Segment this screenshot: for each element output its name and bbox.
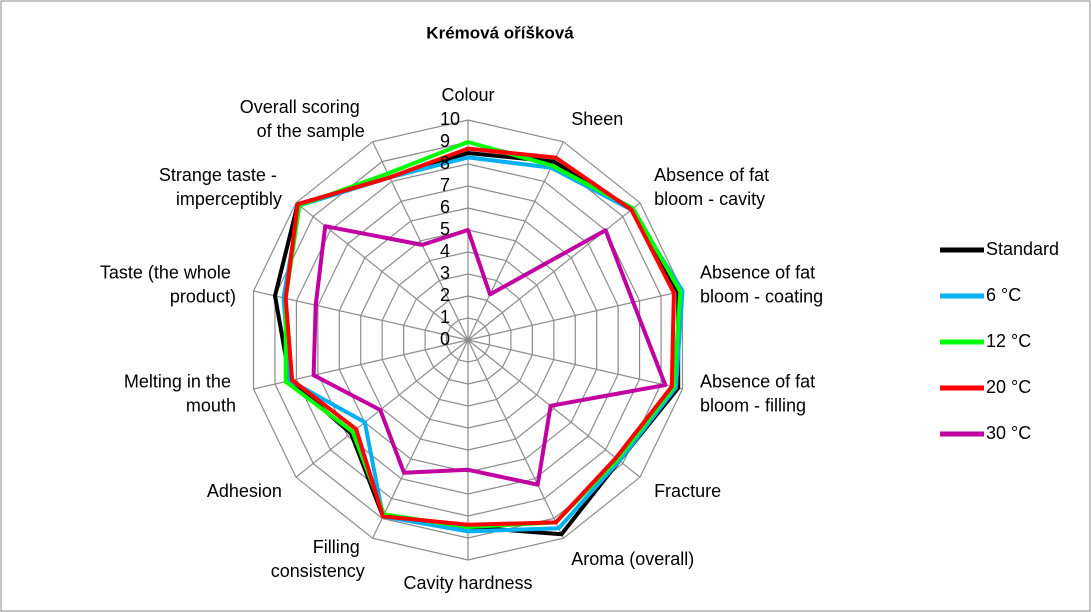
category-label: Strange taste - imperceptibly [159, 165, 282, 209]
legend-label: Standard [986, 239, 1059, 259]
category-label: Colour [441, 85, 494, 105]
category-label: Absence of fat bloom - coating [700, 262, 823, 306]
spoke [467, 339, 564, 539]
legend-label: 20 °C [986, 377, 1031, 397]
spoke [295, 339, 469, 478]
chart-title: Krémová oříšková [426, 23, 574, 42]
spoke [467, 202, 641, 341]
r-tick-label: 3 [440, 263, 450, 283]
legend-label: 6 °C [986, 285, 1021, 305]
category-label: Taste (the whole product) [100, 262, 236, 306]
category-label: Cavity hardness [403, 573, 532, 593]
category-label: Absence of fat bloom - filling [700, 371, 820, 415]
category-label: Absence of fat bloom - cavity [654, 165, 774, 209]
series-line [283, 146, 676, 527]
spoke [467, 290, 683, 341]
r-tick-label: 4 [440, 241, 450, 261]
spoke [467, 339, 683, 390]
spoke [372, 339, 469, 539]
r-tick-label: 0 [440, 329, 450, 349]
spoke [467, 339, 641, 478]
r-tick-label: 8 [440, 153, 450, 173]
r-tick-label: 1 [440, 307, 450, 327]
legend-label: 30 °C [986, 423, 1031, 443]
category-label: Melting in the mouth [124, 371, 236, 415]
r-tick-label: 2 [440, 285, 450, 305]
category-label: Fracture [654, 481, 721, 501]
category-label: Aroma (overall) [571, 549, 694, 569]
r-tick-label: 9 [440, 131, 450, 151]
category-label: Overall scoring of the sample [240, 97, 365, 141]
spoke [467, 141, 564, 341]
spoke [253, 290, 469, 341]
category-label: Filling consistency [271, 537, 365, 581]
legend-label: 12 °C [986, 331, 1031, 351]
r-tick-label: 6 [440, 197, 450, 217]
category-label: Sheen [571, 109, 623, 129]
r-tick-label: 5 [440, 219, 450, 239]
r-tick-label: 7 [440, 175, 450, 195]
series-line [311, 224, 668, 487]
r-tick-label: 10 [440, 109, 460, 129]
category-label: Adhesion [207, 481, 282, 501]
